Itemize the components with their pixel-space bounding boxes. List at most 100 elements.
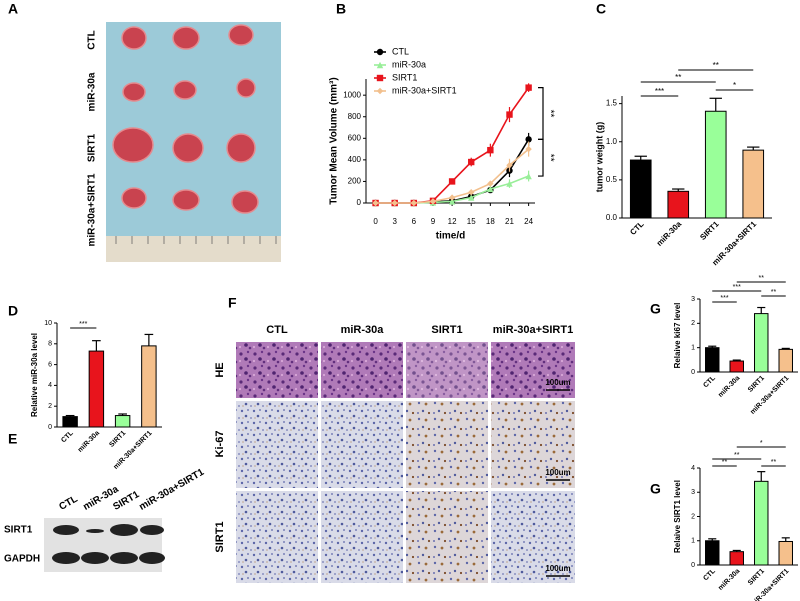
y-tick-label: 10 (44, 320, 52, 327)
x-tick-label: SIRT1 (747, 568, 766, 587)
marker (448, 178, 456, 185)
y-axis-label: Relaive ki67 level (673, 303, 682, 369)
x-tick-label: 24 (524, 217, 533, 226)
column-header: miR-30a+SIRT1 (493, 324, 573, 336)
bar (88, 350, 105, 428)
scale-bar-label: 100um (545, 468, 570, 477)
panel-letter: A (8, 1, 18, 17)
x-axis-label: time/d (436, 231, 465, 242)
y-tick-label: 0.0 (606, 213, 618, 222)
marker (525, 145, 532, 153)
y-tick-label: 1000 (343, 90, 361, 99)
row-label: SIRT1 (4, 525, 33, 536)
column-label: miR-30a+SIRT1 (137, 467, 206, 513)
scale-bar-label: 100um (545, 378, 570, 387)
marker (487, 185, 494, 193)
x-tick-label: 9 (431, 217, 436, 226)
series-line (375, 138, 530, 204)
y-tick-label: 4 (48, 382, 52, 389)
significance-bracket (538, 87, 544, 140)
bar (729, 360, 744, 373)
marker (429, 198, 437, 205)
bar (667, 190, 690, 219)
marker (487, 146, 494, 154)
marker (448, 194, 456, 201)
bar (62, 416, 78, 428)
y-tick-label: 800 (348, 112, 362, 121)
row-label: SIRT1 (214, 521, 226, 552)
series-line (375, 87, 530, 204)
marker (525, 84, 532, 91)
x-tick-label: CTL (702, 374, 717, 389)
marker (525, 136, 532, 143)
row-label: GAPDH (4, 554, 40, 565)
western-blot (44, 518, 165, 572)
y-tick-label: 3 (691, 296, 695, 303)
y-tick-label: 200 (348, 177, 362, 186)
y-tick-label: 6 (48, 361, 52, 368)
marker (376, 74, 384, 82)
marker (468, 158, 475, 166)
bar (778, 348, 793, 373)
panel-letter: F (228, 295, 237, 311)
x-tick-label: CTL (60, 429, 75, 444)
marker (376, 61, 384, 69)
x-tick-label: 0 (373, 217, 378, 226)
significance-label: ** (759, 275, 765, 282)
significance-label: * (760, 440, 763, 447)
x-tick-label: 3 (392, 217, 397, 226)
significance-label: ** (771, 289, 777, 296)
significance-label: *** (720, 295, 728, 302)
y-tick-label: 1 (691, 538, 695, 545)
scale-bar-label: 100um (545, 564, 570, 573)
y-tick-label: 0 (357, 198, 362, 207)
bar (742, 149, 765, 219)
marker (410, 199, 418, 207)
significance-bracket (538, 138, 544, 177)
row-label: Ki-67 (214, 431, 226, 458)
y-tick-label: 0 (691, 562, 695, 569)
x-tick-label: SIRT1 (698, 219, 721, 242)
bar (704, 110, 727, 219)
legend-label: miR-30a (392, 59, 426, 69)
y-tick-label: 1.0 (606, 137, 618, 146)
panel-letter: E (8, 431, 17, 447)
y-tick-label: 2 (48, 403, 52, 410)
column-header: miR-30a (341, 324, 385, 336)
y-axis-label: Relative miR-30a level (30, 333, 39, 417)
legend-label: miR-30a+SIRT1 (392, 85, 457, 95)
x-tick-label: 15 (467, 217, 476, 226)
ihc-images (236, 342, 575, 583)
bar (705, 540, 720, 566)
significance-label: ** (675, 73, 681, 82)
y-tick-label: 600 (348, 133, 362, 142)
legend-label: SIRT1 (392, 72, 417, 82)
column-header: CTL (266, 324, 288, 336)
y-tick-label: 8 (48, 341, 52, 348)
marker (391, 199, 398, 207)
panel-letter: B (336, 1, 346, 17)
x-tick-label: miR-30a (77, 430, 101, 454)
y-tick-label: 1.5 (606, 99, 618, 108)
significance-label: *** (733, 284, 741, 291)
marker (372, 199, 379, 207)
marker (376, 87, 384, 95)
significance-label: ** (771, 459, 777, 466)
column-header: SIRT1 (431, 324, 462, 336)
x-tick-label: miR-30a (717, 375, 741, 399)
y-tick-label: 0 (48, 424, 52, 431)
bar (114, 415, 131, 428)
panel-letter: G (650, 481, 661, 497)
x-tick-label: 18 (486, 217, 495, 226)
row-label: CTL (87, 30, 98, 49)
marker (506, 162, 513, 169)
significance-label: ** (544, 154, 555, 162)
marker (487, 180, 494, 187)
significance-label: ** (544, 110, 555, 118)
bar (629, 159, 652, 219)
x-tick-label: 6 (412, 217, 417, 226)
marker (468, 194, 475, 201)
y-tick-label: 3 (691, 489, 695, 496)
bar (705, 347, 720, 373)
bar (754, 313, 769, 373)
